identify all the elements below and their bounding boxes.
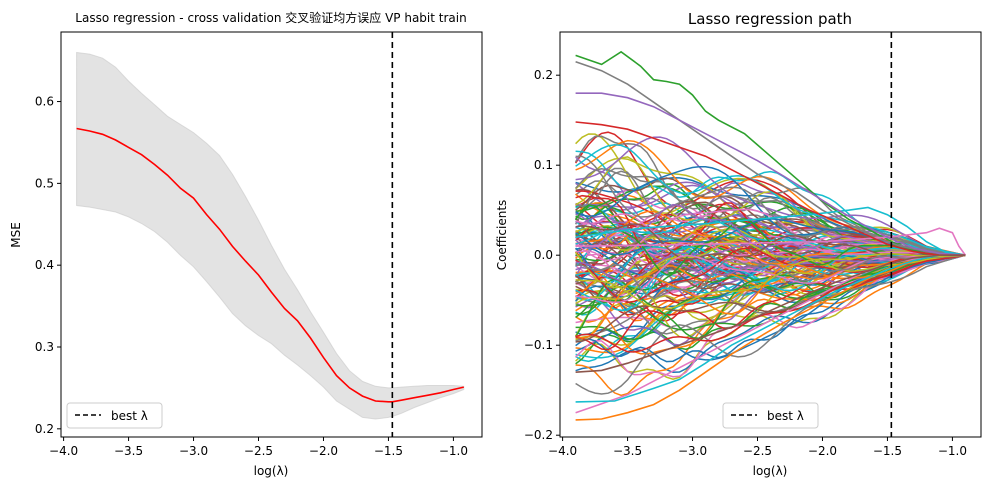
path-series-layer xyxy=(574,50,967,421)
cv-std-band xyxy=(76,51,465,420)
path-y-ticks: −0.2 −0.1 0.0 0.1 0.2 xyxy=(524,68,560,442)
cv-mean-line-layer xyxy=(76,127,464,403)
path-x-tick-label: −1.5 xyxy=(873,444,902,458)
cv-y-axis-label: MSE xyxy=(9,222,23,248)
path-x-tick-label: −3.5 xyxy=(613,444,642,458)
path-y-tick-label: −0.1 xyxy=(524,338,553,352)
cv-x-ticks: −4.0 −3.5 −3.0 −2.5 −2.0 −1.5 −1.0 xyxy=(49,437,468,458)
path-y-tick-label: 0.2 xyxy=(534,68,553,82)
coefficient-path-line xyxy=(575,203,966,256)
coefficient-path-line xyxy=(575,60,966,256)
cv-legend-box xyxy=(66,402,163,429)
coefficient-path-line xyxy=(575,254,966,397)
coefficient-path-line xyxy=(575,92,966,256)
coefficient-path-line xyxy=(575,254,966,378)
coefficient-path-line xyxy=(575,254,966,403)
coefficient-path-line xyxy=(575,155,966,256)
cv-y-ticks: 0.2 0.3 0.4 0.5 0.6 xyxy=(35,95,61,436)
path-y-tick-label: 0.0 xyxy=(534,248,553,262)
coefficient-path-line xyxy=(575,254,966,421)
cv-y-tick-label: 0.2 xyxy=(35,422,54,436)
path-plot-frame xyxy=(559,31,982,438)
path-x-tick-label: −2.0 xyxy=(808,444,837,458)
cv-y-tick-label: 0.5 xyxy=(35,176,54,190)
path-chart-title: Lasso regression path xyxy=(688,10,852,28)
path-x-tick-label: −1.0 xyxy=(938,444,967,458)
coefficient-path-line xyxy=(575,143,966,256)
path-x-tick-label: −3.0 xyxy=(678,444,707,458)
path-x-ticks: −4.0 −3.5 −3.0 −2.5 −2.0 −1.5 −1.0 xyxy=(548,437,967,458)
coefficient-path-line xyxy=(575,254,966,299)
path-x-tick-label: −2.5 xyxy=(743,444,772,458)
cv-x-tick-label: −3.0 xyxy=(179,444,208,458)
coefficient-path-line xyxy=(575,208,966,262)
coefficient-path-line xyxy=(575,254,966,353)
cv-y-tick-label: 0.4 xyxy=(35,258,54,272)
path-y-tick-label: 0.1 xyxy=(534,158,553,172)
coefficient-path-line xyxy=(575,136,966,256)
cv-error-band xyxy=(76,51,465,420)
coefficient-path-line xyxy=(575,254,966,339)
cv-legend: best λ xyxy=(66,402,163,429)
cv-x-axis-label: log(λ) xyxy=(254,464,289,478)
coefficient-path-line xyxy=(575,170,966,256)
coefficient-path-line xyxy=(575,253,966,310)
cv-x-tick-label: −1.5 xyxy=(374,444,403,458)
cv-x-tick-label: −3.5 xyxy=(114,444,143,458)
cv-chart-title: Lasso regression - cross validation 交叉验证… xyxy=(75,10,466,25)
coefficient-path-line xyxy=(575,121,966,256)
coefficient-path-line xyxy=(575,227,967,256)
cv-x-tick-label: −4.0 xyxy=(49,444,78,458)
path-x-axis-label: log(λ) xyxy=(753,464,788,478)
path-legend-label: best λ xyxy=(767,409,804,423)
coefficient-path-line xyxy=(575,247,966,304)
path-y-axis-label: Coefficients xyxy=(495,200,509,271)
path-x-tick-label: −4.0 xyxy=(548,444,577,458)
cv-mean-mse-line xyxy=(76,127,464,403)
coefficient-path-line xyxy=(575,206,966,256)
cv-x-tick-label: −2.0 xyxy=(309,444,338,458)
cv-panel: Lasso regression - cross validation 交叉验证… xyxy=(9,10,483,478)
path-legend-box xyxy=(722,402,819,429)
cv-y-tick-label: 0.3 xyxy=(35,340,54,354)
cv-legend-label: best λ xyxy=(111,409,148,423)
cv-x-tick-label: −2.5 xyxy=(244,444,273,458)
cv-y-tick-label: 0.6 xyxy=(35,95,54,109)
cv-plot-frame xyxy=(60,31,483,438)
cv-x-tick-label: −1.0 xyxy=(439,444,468,458)
coefficient-path-line xyxy=(575,254,966,351)
path-legend: best λ xyxy=(722,402,819,429)
coefficient-path-line xyxy=(575,254,966,395)
path-y-tick-label: −0.2 xyxy=(524,428,553,442)
path-panel: Lasso regression path −4.0 −3.5 −3.0 −2.5 −2… xyxy=(495,10,982,478)
coefficient-path-line xyxy=(575,254,966,373)
